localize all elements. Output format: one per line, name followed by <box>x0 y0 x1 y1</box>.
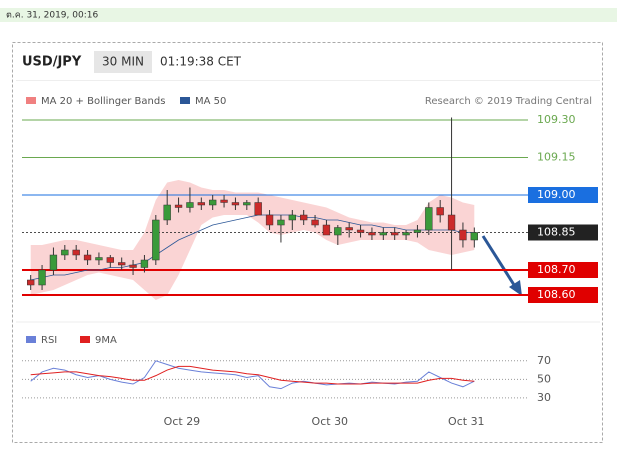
level-box <box>528 187 598 203</box>
bollinger-band <box>30 180 475 300</box>
candle-body <box>345 227 353 231</box>
candle-body <box>106 257 114 263</box>
legend-swatch <box>80 336 90 343</box>
y-tick-label: 50 <box>537 372 551 385</box>
candle-body <box>300 214 308 221</box>
frame <box>12 42 603 443</box>
y-tick-label: 70 <box>537 354 551 367</box>
candle-body <box>311 219 319 226</box>
candle-body <box>49 254 58 271</box>
candle-body <box>425 207 433 231</box>
level-label: 109.00 <box>537 188 576 201</box>
credit: Research © 2019 Trading Central <box>425 96 592 107</box>
candle-body <box>163 204 171 221</box>
x-tick-label: Oct 29 <box>164 415 201 428</box>
legend-label: MA 20 + Bollinger Bands <box>41 96 165 107</box>
legend-swatch <box>26 336 36 343</box>
level-label: 109.30 <box>537 113 576 126</box>
candle-body <box>288 214 296 221</box>
candle-body <box>402 232 410 236</box>
candle-body <box>72 249 80 256</box>
candle-body <box>186 202 194 208</box>
candle-body <box>209 199 217 206</box>
symbol: USD/JPY <box>22 55 82 70</box>
level-label: 109.15 <box>537 151 576 164</box>
candle-body <box>277 219 285 226</box>
candle-body <box>174 204 183 208</box>
legend-label: MA 50 <box>195 96 226 107</box>
level-box <box>528 224 598 241</box>
candle-body <box>265 214 274 226</box>
date: ต.ค. 31, 2019, 00:16 <box>6 11 98 21</box>
candle-body <box>459 229 467 241</box>
separator <box>16 80 600 81</box>
ma-line <box>30 214 475 281</box>
level-label: 108.85 <box>537 226 576 239</box>
candle-body <box>243 202 251 206</box>
candle-body <box>356 229 365 233</box>
candle-body <box>379 232 387 236</box>
candle-body <box>152 219 160 261</box>
level-label: 108.70 <box>537 263 576 276</box>
candle-body <box>231 202 240 206</box>
candle-body <box>118 262 126 266</box>
candle-body <box>27 279 35 286</box>
candle-body <box>368 232 376 236</box>
candle-body <box>140 259 149 268</box>
legend-label: RSI <box>41 335 57 346</box>
y-tick-label: 30 <box>537 391 551 404</box>
arrow <box>481 235 518 289</box>
rsi-line <box>30 365 475 385</box>
candle-body <box>436 207 444 216</box>
candle-body <box>95 257 103 261</box>
legend-swatch <box>26 97 36 104</box>
legend-swatch <box>180 97 190 104</box>
candle-body <box>254 202 262 216</box>
interval: 30 MIN <box>102 55 144 69</box>
candle-body <box>470 232 478 241</box>
arrow-head <box>509 280 522 296</box>
candle-body <box>447 214 456 231</box>
interval-box <box>94 51 152 73</box>
candle-body <box>334 227 342 236</box>
candle-body <box>413 229 422 233</box>
candle-body <box>38 269 46 286</box>
level-box <box>528 287 598 303</box>
candle-body <box>220 199 228 203</box>
candle-body <box>129 264 137 268</box>
candle-body <box>322 224 331 236</box>
candle-body <box>391 232 399 236</box>
x-tick-label: Oct 30 <box>312 415 349 428</box>
time: 01:19:38 CET <box>160 55 242 69</box>
candle-body <box>61 249 69 256</box>
candle-body <box>197 202 205 206</box>
candle-body <box>83 254 92 261</box>
legend-label: 9MA <box>95 335 117 346</box>
level-box <box>528 262 598 278</box>
level-label: 108.60 <box>537 288 576 301</box>
top-bar <box>0 8 617 22</box>
x-tick-label: Oct 31 <box>448 415 485 428</box>
